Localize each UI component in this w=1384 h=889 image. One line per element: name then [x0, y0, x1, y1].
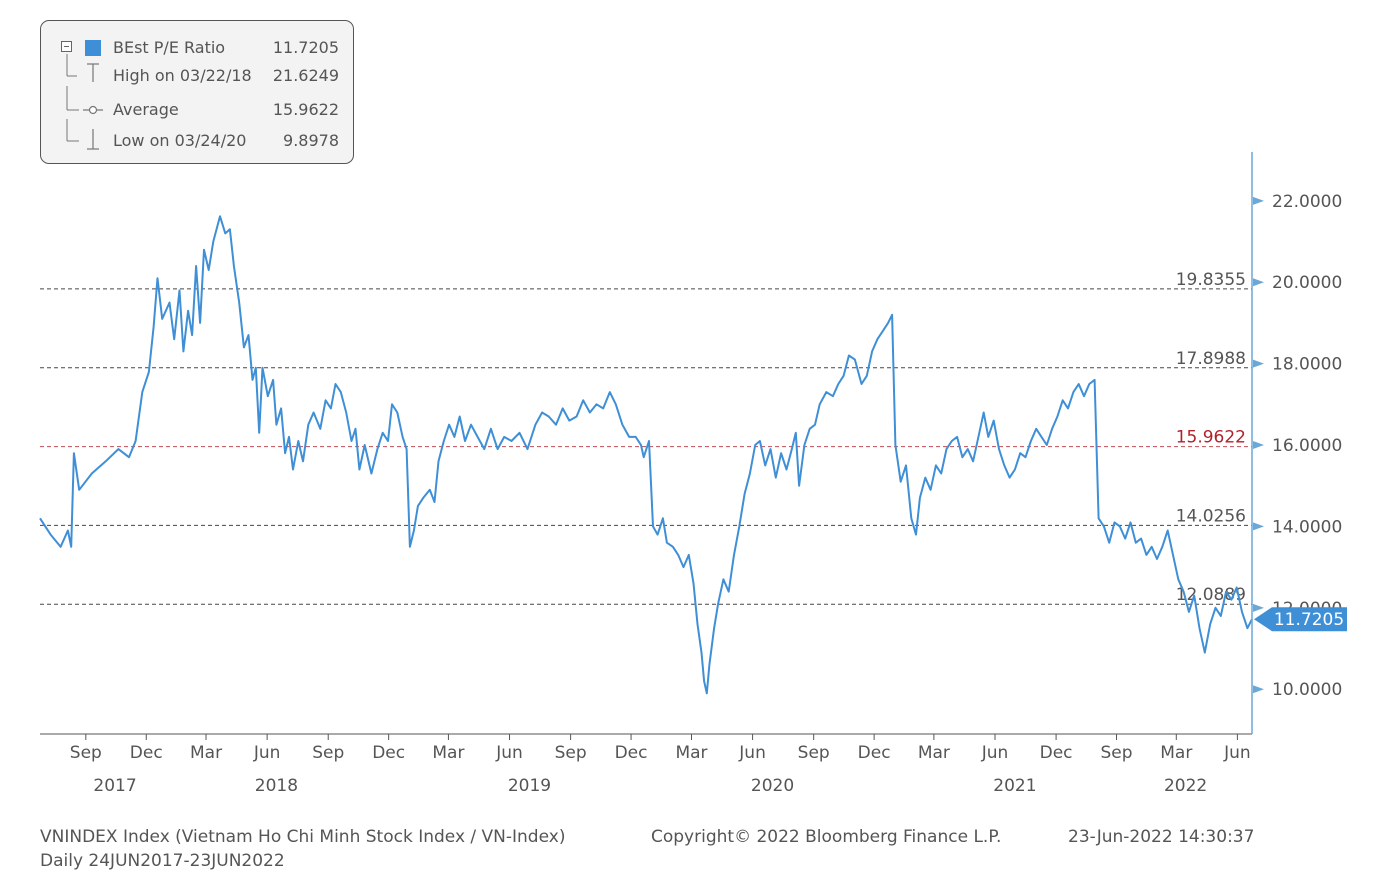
x-tick-label: Jun — [738, 743, 766, 763]
legend-row-high: High on 03/22/18 21.6249 — [41, 54, 353, 88]
x-year-label: 2021 — [993, 776, 1036, 796]
timestamp: 23-Jun-2022 14:30:37 — [1068, 827, 1255, 847]
reference-line-label: 14.0256 — [1176, 506, 1246, 526]
x-tick-label: Mar — [432, 743, 464, 763]
x-year-label: 2020 — [751, 776, 794, 796]
high-marker-icon — [66, 54, 99, 82]
x-tick-label: Dec — [1040, 743, 1073, 763]
legend-average-value: 15.9622 — [272, 100, 339, 119]
y-tick-arrow — [1253, 685, 1264, 694]
chart-legend: BEst P/E Ratio 11.7205 High on 03/22/18 … — [40, 20, 354, 164]
x-tick-label: Jun — [253, 743, 281, 763]
reference-line-label: 19.8355 — [1176, 270, 1246, 290]
low-marker-icon — [66, 119, 99, 150]
legend-high-value: 21.6249 — [272, 66, 339, 85]
y-tick-arrow — [1253, 196, 1264, 205]
x-tick-label: Sep — [70, 743, 102, 763]
x-year-label: 2017 — [93, 776, 136, 796]
series-color-swatch — [85, 40, 101, 56]
x-tick-label: Sep — [1100, 743, 1132, 763]
x-tick-label: Mar — [190, 743, 222, 763]
y-tick-label: 16.0000 — [1272, 436, 1342, 456]
x-tick-label: Sep — [555, 743, 587, 763]
x-tick-label: Mar — [675, 743, 707, 763]
legend-row-average: Average 15.9622 — [41, 86, 353, 122]
y-tick-arrow — [1253, 278, 1264, 287]
legend-low-value: 9.8978 — [283, 131, 339, 150]
reference-line-label: 17.8988 — [1176, 349, 1246, 369]
last-value-badge — [1254, 607, 1347, 632]
x-tick-label: Dec — [858, 743, 891, 763]
date-range: Daily 24JUN2017-23JUN2022 — [40, 851, 285, 871]
x-tick-label: Dec — [130, 743, 163, 763]
legend-series-value: 11.7205 — [272, 38, 339, 57]
x-tick-label: Sep — [798, 743, 830, 763]
x-tick-label: Dec — [372, 743, 405, 763]
last-value-label: 11.7205 — [1274, 610, 1344, 630]
legend-high-label: High on 03/22/18 — [113, 66, 252, 85]
x-tick-label: Dec — [615, 743, 648, 763]
y-tick-label: 20.0000 — [1272, 273, 1342, 293]
x-tick-label: Mar — [1160, 743, 1192, 763]
y-tick-arrow — [1253, 603, 1264, 612]
legend-low-label: Low on 03/24/20 — [113, 131, 247, 150]
x-tick-label: Mar — [918, 743, 950, 763]
x-tick-label: Sep — [312, 743, 344, 763]
copyright-notice: Copyright© 2022 Bloomberg Finance L.P. — [651, 827, 1002, 847]
x-tick-label: Jun — [495, 743, 523, 763]
average-marker-icon — [66, 86, 103, 115]
x-year-label: 2019 — [508, 776, 551, 796]
x-year-label: 2018 — [255, 776, 298, 796]
x-tick-label: Jun — [981, 743, 1009, 763]
y-tick-arrow — [1253, 441, 1264, 450]
legend-average-label: Average — [113, 100, 179, 119]
y-tick-label: 22.0000 — [1272, 192, 1342, 212]
legend-row-low: Low on 03/24/20 9.8978 — [41, 119, 353, 153]
x-year-label: 2022 — [1164, 776, 1207, 796]
legend-series-label: BEst P/E Ratio — [113, 38, 226, 57]
y-tick-arrow — [1253, 359, 1264, 368]
y-tick-arrow — [1253, 522, 1264, 531]
y-tick-label: 10.0000 — [1272, 680, 1342, 700]
y-tick-label: 18.0000 — [1272, 355, 1342, 375]
legend-row-series: BEst P/E Ratio 11.7205 — [41, 36, 353, 60]
pe-ratio-series-line — [39, 215, 1253, 695]
collapse-icon[interactable] — [61, 41, 72, 52]
index-name: VNINDEX Index (Vietnam Ho Chi Minh Stock… — [40, 827, 566, 847]
x-tick-label: Jun — [1223, 743, 1251, 763]
reference-line-label: 15.9622 — [1176, 428, 1246, 448]
y-tick-label: 14.0000 — [1272, 517, 1342, 537]
